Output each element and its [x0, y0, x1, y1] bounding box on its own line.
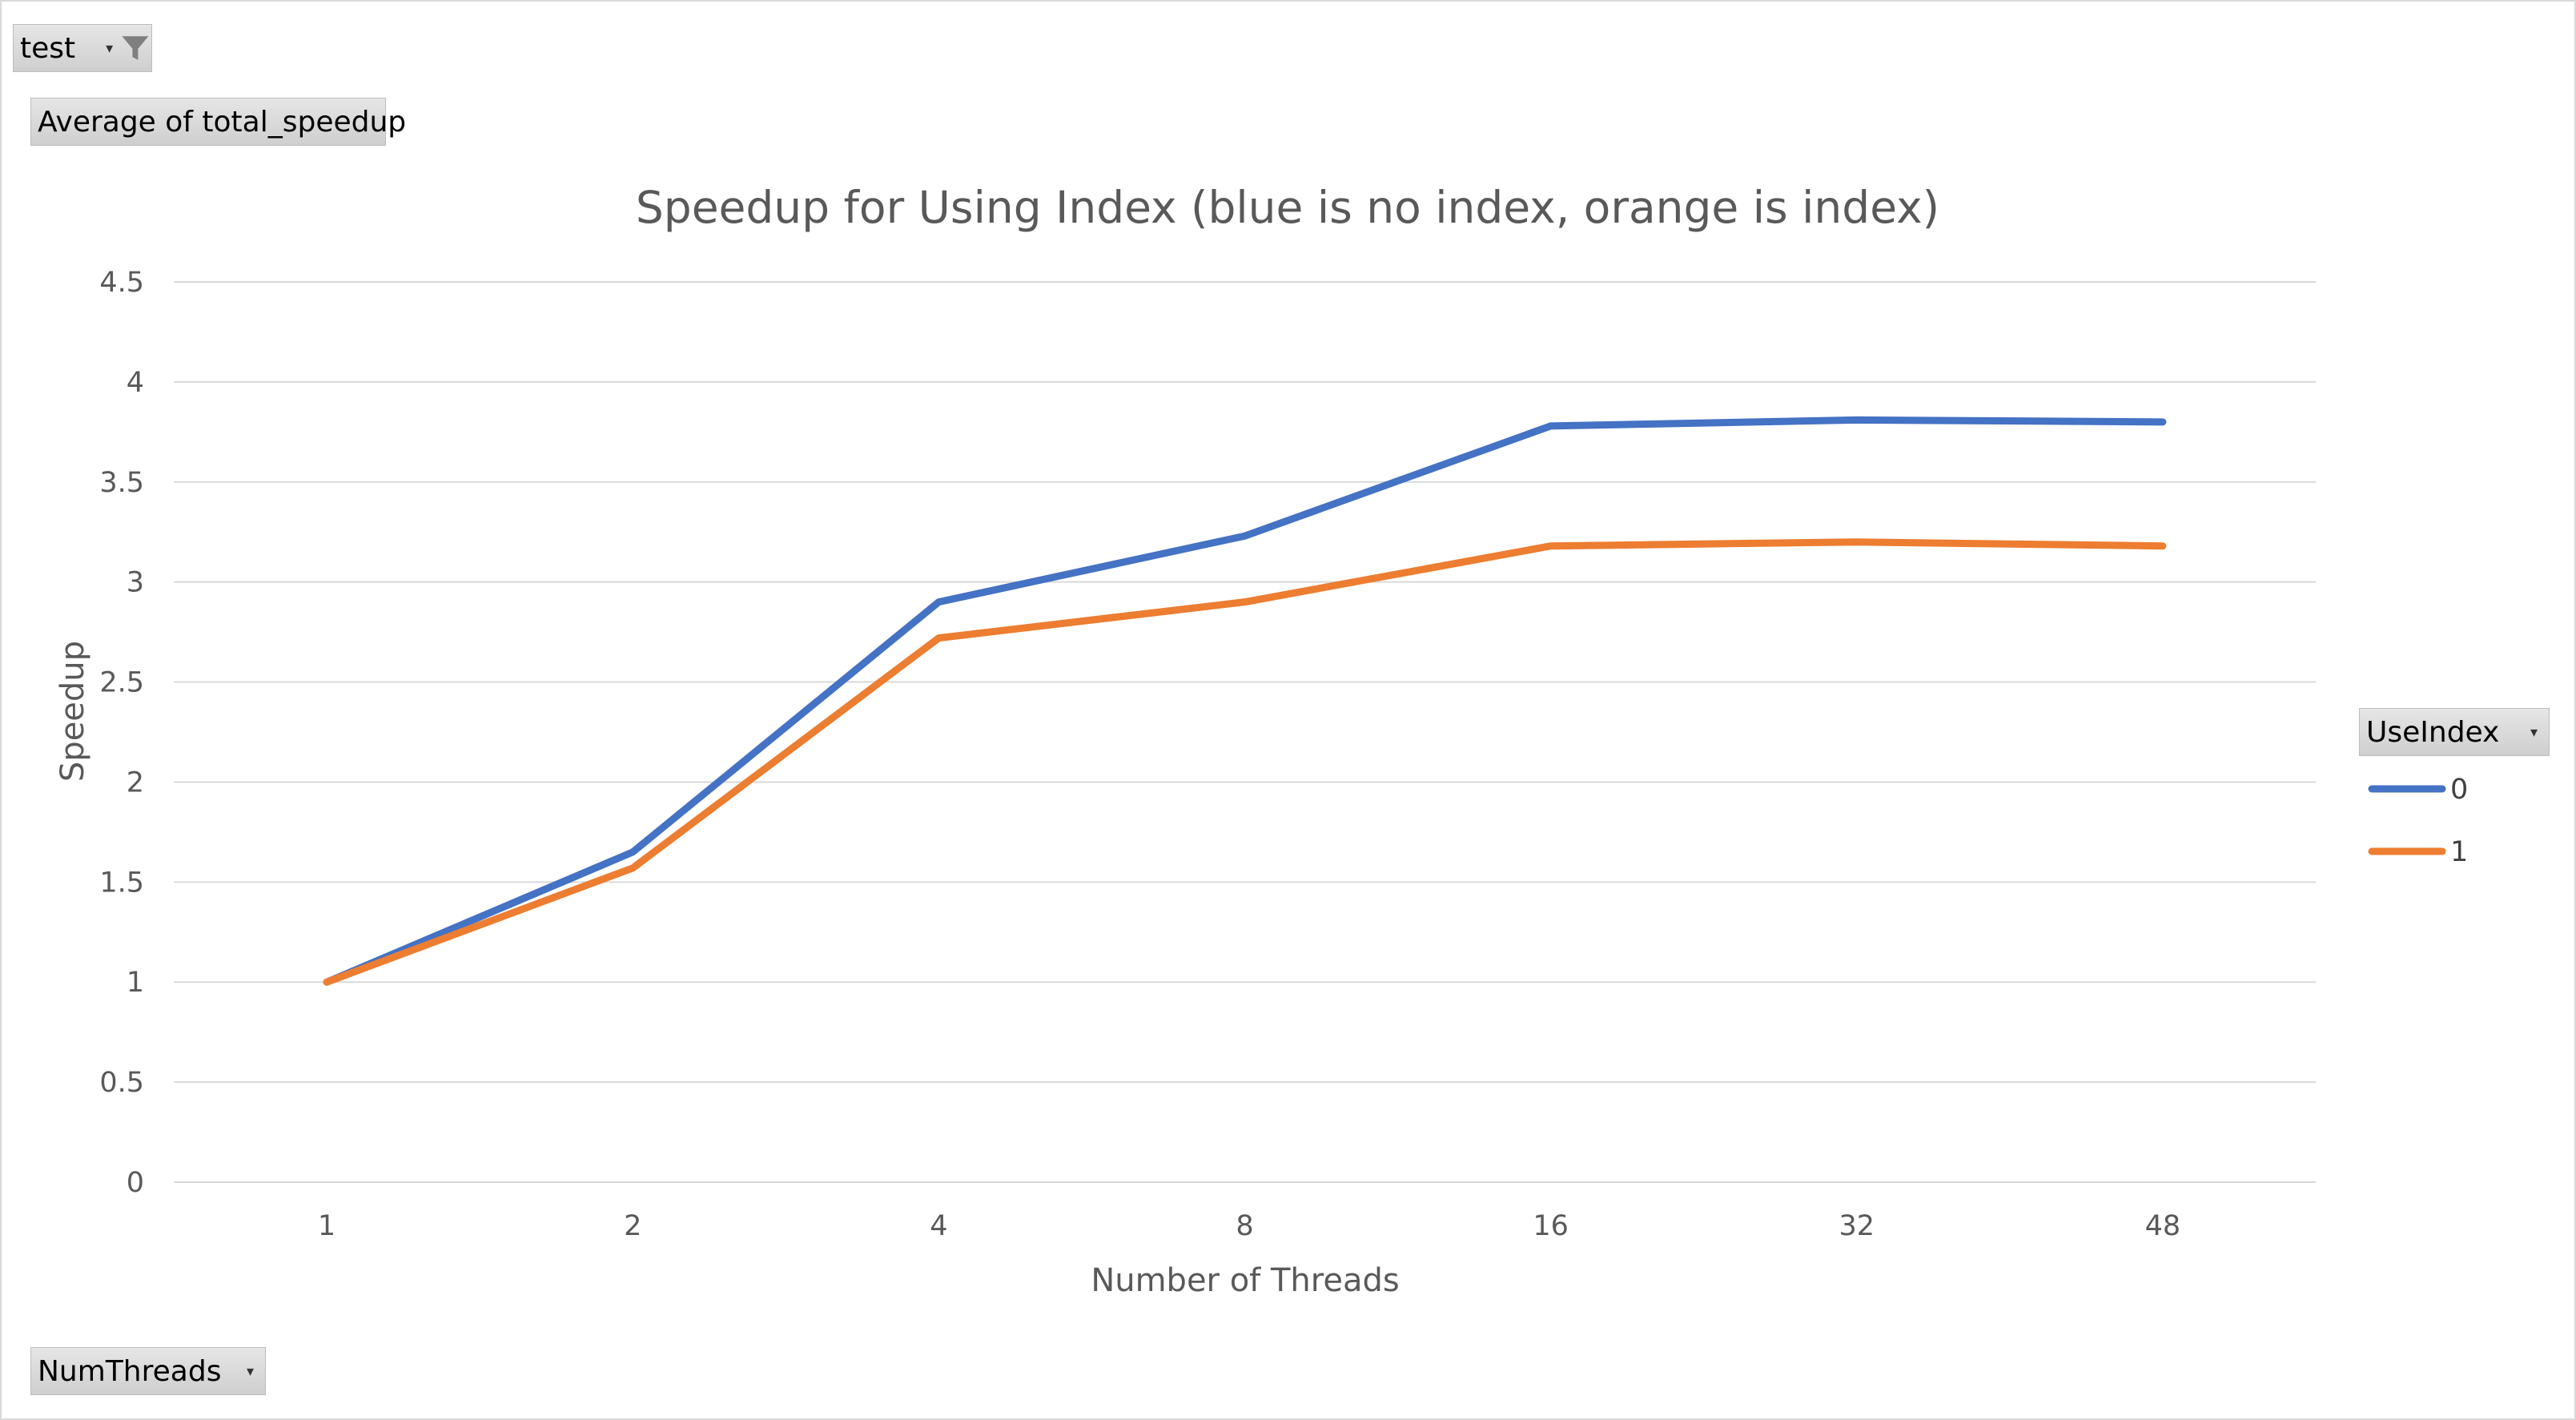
legend-label: 1 [2450, 836, 2468, 868]
x-tick-label: 8 [1236, 1210, 1253, 1242]
dropdown-arrow-icon[interactable]: ▾ [246, 1362, 254, 1380]
filter-field-label: test [20, 31, 76, 65]
dropdown-arrow-icon[interactable]: ▾ [2530, 723, 2538, 741]
legend: 01 [2368, 774, 2468, 868]
y-tick-label: 1.5 [99, 867, 144, 899]
data-point [1856, 541, 1858, 543]
data-point [1550, 425, 1552, 427]
x-tick-label: 1 [318, 1210, 336, 1242]
y-tick-label: 1 [127, 967, 144, 999]
y-tick-label: 3.5 [99, 467, 144, 499]
y-axis-title: Speedup [54, 641, 91, 782]
axis-field-button[interactable]: NumThreads ▾ [30, 1347, 266, 1395]
x-tick-label: 16 [1533, 1210, 1569, 1242]
values-field-button[interactable]: Average of total_speedup [30, 98, 406, 146]
legend-field-label: UseIndex [2366, 715, 2500, 749]
funnel-filter-icon[interactable] [119, 30, 151, 66]
x-tick-label: 48 [2145, 1210, 2181, 1242]
x-tick-label: 2 [624, 1210, 641, 1242]
x-axis-ticks: 1 2 4 8 16 32 48 [318, 1210, 2180, 1242]
data-point [1244, 601, 1246, 603]
data-point [1244, 535, 1246, 537]
x-axis-title: Number of Threads [1091, 1262, 1399, 1299]
data-point [1550, 545, 1552, 547]
data-point [938, 601, 939, 603]
data-point [938, 638, 939, 639]
y-tick-label: 4.5 [99, 267, 144, 299]
dropdown-arrow-icon[interactable]: ▾ [106, 39, 114, 57]
y-tick-label: 4 [127, 367, 144, 399]
data-point [632, 867, 633, 869]
y-tick-label: 2.5 [99, 667, 144, 699]
data-point [2162, 421, 2164, 423]
gridlines [174, 281, 2316, 1183]
x-tick-label: 4 [930, 1210, 947, 1242]
series-lines [323, 416, 2167, 986]
y-tick-label: 0.5 [99, 1067, 144, 1099]
chart-title: Speedup for Using Index (blue is no inde… [636, 182, 1939, 233]
data-point [2162, 545, 2164, 547]
filter-field-button[interactable]: test ▾ [13, 24, 152, 72]
y-tick-label: 2 [127, 766, 144, 798]
data-point [1856, 419, 1858, 420]
values-field-label: Average of total_speedup [38, 105, 407, 139]
series-line-1 [323, 538, 2167, 986]
data-point [632, 851, 633, 853]
y-tick-label: 0 [127, 1167, 144, 1199]
legend-label: 0 [2450, 774, 2468, 806]
x-tick-label: 32 [1839, 1210, 1875, 1242]
y-axis-ticks: 0 0.5 1 1.5 2 2.5 3 3.5 4 4.5 [99, 267, 144, 1199]
axis-field-label: NumThreads [38, 1354, 222, 1388]
series-line-0 [323, 416, 2167, 986]
data-point [326, 981, 328, 983]
legend-field-button[interactable]: UseIndex ▾ [2359, 708, 2550, 756]
y-tick-label: 3 [127, 567, 144, 599]
